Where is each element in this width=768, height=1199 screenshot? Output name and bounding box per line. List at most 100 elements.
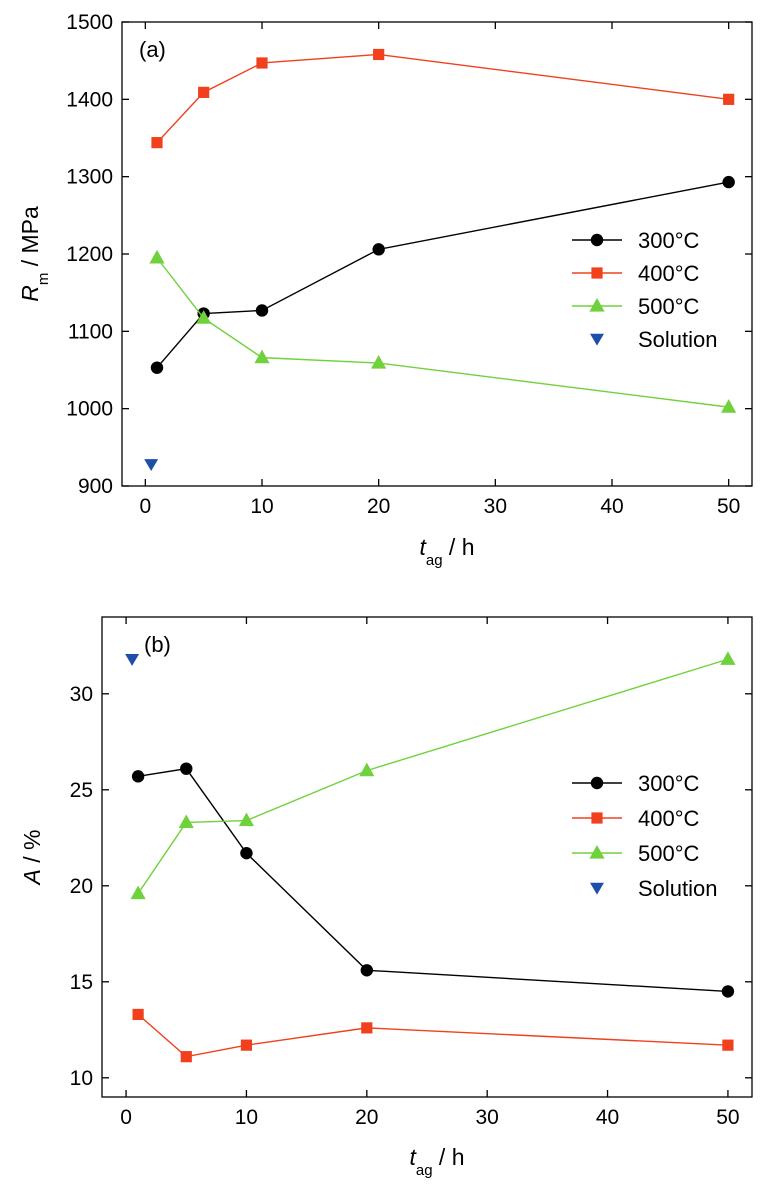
legend-marker: [590, 776, 604, 790]
y-axis-title: Rm / MPa: [17, 206, 52, 302]
legend-marker: [589, 298, 605, 312]
legend-entry: 500°C: [572, 294, 700, 319]
data-point: [180, 762, 193, 775]
data-point: [130, 885, 146, 900]
data-point: [150, 361, 164, 374]
y-tick-label: 20: [70, 875, 93, 898]
plot-frame: [121, 21, 753, 487]
data-point: [125, 653, 140, 666]
x-tick-label: 40: [600, 495, 623, 518]
legend-label: 300°C: [638, 771, 700, 796]
data-point: [144, 459, 159, 471]
x-tick-label: 40: [596, 1106, 619, 1129]
data-point: [360, 964, 374, 977]
data-point: [722, 1039, 734, 1051]
legend-label: Solution: [638, 327, 718, 352]
series-400°C: [132, 1008, 734, 1063]
legend-entry: 500°C: [572, 841, 700, 866]
legend-marker: [591, 812, 603, 824]
data-point: [151, 137, 163, 149]
data-point: [256, 57, 268, 69]
x-tick-label: 50: [716, 1106, 739, 1129]
y-tick-label: 1300: [66, 166, 113, 189]
y-tick-label: 900: [78, 475, 113, 498]
data-point: [371, 355, 387, 369]
legend-entry: 400°C: [572, 261, 700, 286]
data-point: [198, 86, 210, 98]
data-point: [178, 814, 194, 829]
x-tick-label: 30: [484, 495, 507, 518]
data-point: [721, 985, 735, 998]
legend-marker: [591, 267, 603, 279]
series-500°C: [130, 651, 736, 900]
legend-entry: Solution: [590, 327, 718, 352]
y-tick-label: 10: [70, 1067, 93, 1090]
panel-label: (b): [144, 632, 171, 657]
y-tick-label: 1100: [68, 320, 113, 343]
data-point: [254, 349, 270, 364]
data-point: [240, 846, 253, 860]
y-tick-label: 1200: [66, 243, 113, 266]
legend-marker: [590, 333, 604, 346]
legend-entry: 300°C: [572, 771, 700, 796]
data-point: [721, 399, 737, 413]
legend-marker: [589, 845, 605, 859]
legend-entry: 300°C: [572, 228, 700, 253]
data-point: [132, 1008, 144, 1021]
legend-marker: [590, 882, 604, 895]
panel-label: (a): [139, 37, 166, 62]
plot-frame: [101, 616, 753, 1098]
y-tick-label: 15: [70, 971, 93, 994]
data-point: [720, 651, 736, 665]
x-tick-label: 20: [367, 495, 390, 518]
x-tick-label: 0: [139, 495, 151, 518]
data-point: [722, 175, 735, 189]
legend-label: 500°C: [638, 841, 700, 866]
series-line: [137, 1013, 728, 1058]
data-point: [361, 1022, 373, 1034]
data-point: [180, 1051, 192, 1063]
data-point: [131, 770, 145, 783]
legend-entry: Solution: [590, 876, 718, 901]
legend-label: 400°C: [638, 806, 700, 831]
legend-label: 300°C: [638, 228, 700, 253]
data-point: [149, 249, 165, 264]
data-point: [240, 1039, 253, 1051]
data-point: [196, 310, 212, 324]
y-tick-label: 1500: [66, 11, 113, 34]
legend-marker: [590, 233, 604, 247]
y-tick-label: 25: [70, 779, 93, 802]
y-tick-label: 1400: [66, 88, 113, 111]
y-tick-label: 1000: [66, 398, 113, 421]
data-point: [372, 243, 385, 256]
legend-label: 400°C: [638, 261, 700, 286]
legend-label: Solution: [638, 876, 718, 901]
series-500°C: [149, 249, 737, 413]
series-300°C: [131, 762, 735, 998]
x-tick-label: 10: [250, 495, 273, 518]
chart-panel-2: 0 10 20 30 40 50 10 15 20 25 30 300°C 400°C 500°C Solu…: [19, 616, 753, 1179]
x-axis-title: tag / h: [419, 534, 474, 569]
data-point: [359, 762, 375, 777]
series-400°C: [151, 48, 735, 149]
chart-panel-1: 0 10 20 30 40 50 900 1000 1100 1200 1300 1400 1500 30…: [17, 11, 753, 569]
legend-entry: 400°C: [572, 806, 700, 831]
data-point: [723, 93, 735, 105]
x-tick-label: 10: [235, 1106, 258, 1129]
data-point: [373, 48, 385, 61]
data-point: [255, 304, 269, 317]
x-tick-label: 30: [476, 1106, 499, 1129]
y-tick-label: 30: [70, 683, 93, 706]
legend-label: 500°C: [638, 294, 700, 319]
y-axis-title: A / %: [19, 830, 45, 887]
x-tick-label: 50: [717, 495, 740, 518]
series-Solution: [125, 653, 140, 666]
x-axis-title: tag / h: [409, 1144, 464, 1179]
x-tick-label: 20: [355, 1106, 378, 1129]
series-line: [156, 53, 729, 144]
series-Solution: [144, 459, 159, 471]
data-point: [238, 812, 255, 827]
x-tick-label: 0: [120, 1106, 132, 1129]
